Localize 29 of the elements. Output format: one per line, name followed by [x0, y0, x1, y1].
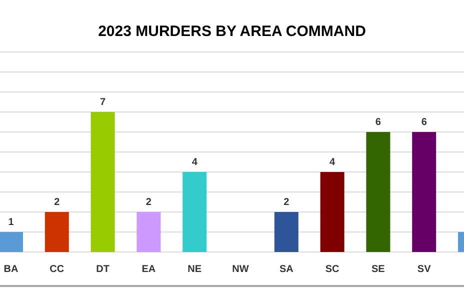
data-label: 4	[330, 157, 336, 168]
x-tick-label: BA	[4, 264, 18, 275]
data-label: 2	[146, 197, 152, 208]
x-tick-label: EA	[142, 264, 156, 275]
x-tick-label: DT	[96, 264, 110, 275]
x-tick-label: SV	[417, 264, 432, 275]
x-tick-label: SC	[325, 264, 340, 275]
bar	[0, 232, 23, 252]
data-label: 7	[100, 97, 106, 108]
bar	[274, 212, 298, 252]
bar	[90, 112, 115, 252]
bar	[320, 172, 344, 252]
data-label: 1	[8, 217, 14, 228]
bar	[366, 132, 390, 252]
bar	[136, 212, 161, 252]
data-label: 2	[284, 197, 290, 208]
data-label: 2	[54, 197, 60, 208]
data-label: 6	[375, 117, 382, 128]
bar	[44, 212, 69, 252]
data-label: 6	[421, 117, 428, 128]
x-tick-label: NE	[188, 264, 202, 275]
data-label: 4	[192, 157, 198, 168]
bar	[412, 132, 436, 252]
bar	[182, 172, 207, 252]
x-tick-label: SE	[372, 264, 386, 275]
x-tick-label: CC	[50, 264, 64, 275]
x-tick-label: NW	[232, 264, 250, 275]
chart-title: 2023 MURDERS BY AREA COMMAND	[98, 23, 366, 40]
x-tick-label: SA	[279, 264, 294, 275]
